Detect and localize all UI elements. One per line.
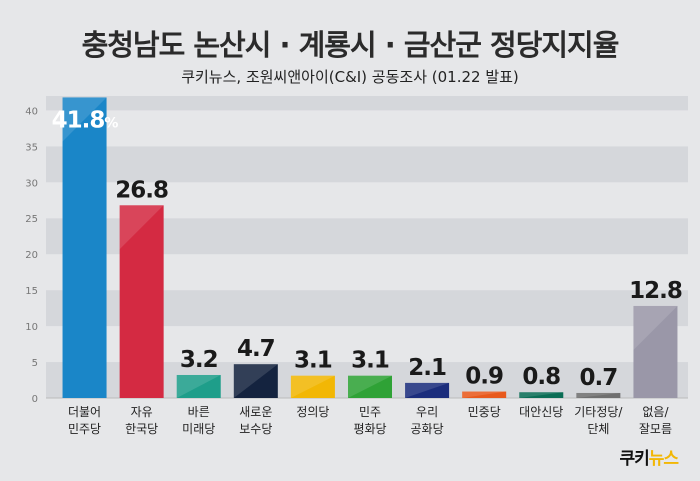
- bar-shine: [348, 375, 392, 398]
- kukinews-logo: 쿠키뉴스: [619, 444, 679, 469]
- y-tick-label: 25: [25, 214, 38, 225]
- chart-subtitle: 쿠키뉴스, 조원씨앤아이(C&I) 공동조사 (01.22 발표): [181, 68, 519, 86]
- bar-shine: [290, 375, 335, 398]
- y-tick-label: 10: [25, 322, 38, 333]
- category-label: 바른: [188, 405, 210, 419]
- bar: [348, 375, 392, 398]
- bar-shine: [62, 97, 107, 142]
- value-label: 3.1: [294, 348, 332, 374]
- bar: [119, 205, 164, 398]
- bar: [290, 375, 335, 398]
- category-label: 새로운: [239, 405, 272, 419]
- chart-title: 충청남도 논산시 · 계룡시 · 금산군 정당지지율: [81, 28, 620, 62]
- category-label: 민주당: [68, 422, 101, 436]
- category-label: 잘모름: [639, 422, 672, 436]
- category-label: 민주: [359, 405, 381, 419]
- category-label: 기타정당/: [574, 405, 623, 419]
- category-label: 없음/: [642, 405, 669, 419]
- category-label: 단체: [587, 422, 609, 436]
- bar-shine: [519, 392, 564, 398]
- category-label: 평화당: [353, 422, 386, 436]
- grid-band: [46, 96, 688, 111]
- grid-band: [46, 110, 688, 147]
- bar: [62, 97, 107, 398]
- value-label: 3.1: [351, 348, 389, 374]
- y-tick-label: 15: [25, 286, 38, 297]
- category-label: 민중당: [468, 405, 501, 419]
- value-label: 0.9: [465, 364, 503, 390]
- bar: [405, 382, 450, 398]
- bar-shine: [462, 391, 507, 398]
- category-label: 더불어: [68, 405, 101, 419]
- bar: [519, 392, 564, 398]
- category-label: 정의당: [296, 405, 329, 419]
- value-label: 0.8: [522, 364, 560, 390]
- value-label: 26.8: [115, 177, 168, 203]
- y-tick-label: 20: [25, 250, 38, 261]
- y-tick-label: 30: [25, 178, 38, 189]
- y-tick-label: 5: [32, 358, 38, 369]
- category-label: 자유: [131, 405, 153, 419]
- bar: [176, 374, 221, 398]
- bar-shine: [176, 374, 221, 398]
- bar-shine: [233, 364, 278, 398]
- value-label: 2.1: [408, 355, 446, 381]
- value-label: 3.2: [180, 347, 218, 373]
- bar: [462, 391, 507, 398]
- value-label: 12.8: [629, 278, 682, 304]
- value-label-unit: %: [104, 115, 118, 131]
- value-label: 0.7: [579, 365, 617, 391]
- bar: [576, 392, 621, 398]
- category-label: 대안신당: [519, 405, 563, 419]
- grid-band: [46, 146, 688, 183]
- y-tick-label: 35: [25, 142, 38, 153]
- bar-shine: [633, 305, 678, 350]
- category-label: 한국당: [125, 422, 158, 436]
- category-label: 우리: [416, 405, 438, 419]
- y-tick-label: 0: [32, 394, 38, 405]
- logo-text-right: 뉴스: [648, 449, 679, 469]
- logo-text-left: 쿠키: [619, 449, 649, 469]
- bar-shine: [405, 382, 450, 398]
- bar-shine: [576, 392, 621, 398]
- category-label: 보수당: [239, 422, 272, 436]
- value-label: 4.7: [237, 336, 275, 362]
- category-label: 미래당: [182, 422, 215, 436]
- category-label: 공화당: [411, 422, 444, 436]
- bar-shine: [119, 205, 164, 250]
- y-tick-label: 40: [25, 106, 38, 117]
- bar: [633, 305, 678, 398]
- bar: [233, 364, 278, 398]
